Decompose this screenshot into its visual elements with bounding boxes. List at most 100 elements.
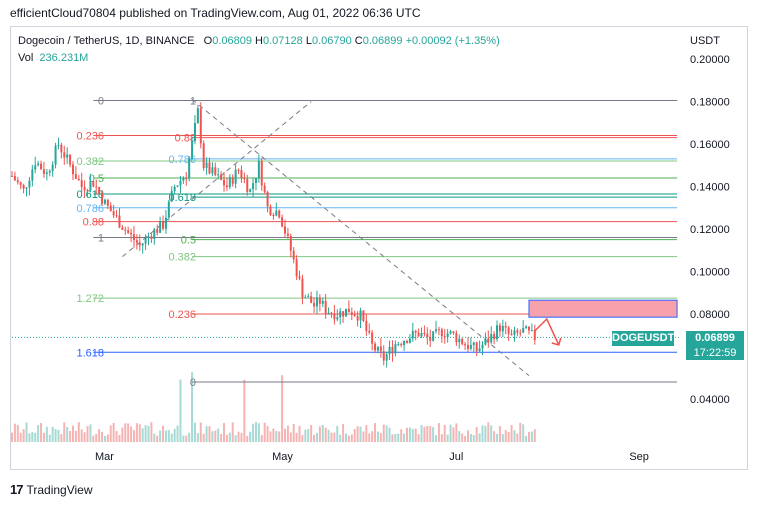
volume-bar: [417, 434, 420, 442]
candle-body: [362, 310, 365, 321]
volume-bar: [164, 430, 167, 442]
volume-bar: [330, 432, 333, 442]
candle-body: [455, 333, 458, 343]
candle-body: [156, 229, 159, 233]
volume-bar: [69, 430, 72, 442]
candle-body: [66, 154, 69, 158]
candle-body: [98, 187, 101, 193]
volume-bar: [260, 435, 263, 442]
volume-bar: [507, 431, 510, 442]
candle-body: [484, 338, 487, 345]
candle-body: [371, 332, 374, 344]
volume-bar: [92, 435, 95, 442]
fib-level-label: 0: [190, 377, 196, 389]
volume-bar: [281, 375, 284, 442]
tradingview-logo[interactable]: 17 TradingView: [10, 482, 93, 497]
low-value: 0.06790: [311, 35, 352, 47]
fib-level-label: 0.236: [168, 309, 196, 321]
volume-bar: [327, 429, 330, 442]
volume-bar: [153, 433, 156, 442]
volume-bar: [295, 432, 298, 442]
candle-body: [80, 180, 83, 188]
candle-body: [103, 199, 106, 204]
volume-bar: [284, 428, 287, 442]
volume-bar: [121, 427, 124, 442]
volume-bar: [263, 422, 266, 442]
volume-bar: [466, 430, 469, 442]
volume-bar: [173, 428, 176, 442]
candle-body: [530, 330, 533, 332]
volume-bar: [115, 430, 118, 442]
candle-body: [333, 313, 336, 320]
candle-body: [336, 317, 339, 320]
fibonacci-layer: 0 0.236 0.382 0.5 0.618 0.786 0.88 1 1.272 1.618 1…: [76, 95, 678, 389]
volume-bar: [461, 433, 464, 442]
volume-bar: [530, 431, 533, 442]
volume-bar: [28, 433, 31, 442]
candle-body: [51, 164, 54, 171]
close-label: C: [354, 35, 363, 47]
volume-bar: [98, 429, 101, 442]
candle-body: [135, 240, 138, 243]
candle-body: [16, 180, 19, 183]
candle-body: [188, 158, 191, 179]
candle-body: [237, 169, 240, 171]
fib-level-label: 0.618: [76, 189, 104, 201]
fib-level-label: 0.382: [76, 156, 104, 168]
candle-body: [179, 180, 182, 186]
candle-body: [144, 237, 147, 244]
volume-bar: [51, 426, 54, 442]
volume-bar: [199, 422, 202, 442]
volume-bar: [382, 424, 385, 442]
volume-bar: [359, 426, 362, 442]
volume-bar: [266, 426, 269, 442]
volume-bar: [144, 425, 147, 442]
candle-body: [228, 177, 231, 188]
change-value: +0.00092 (+1.35%): [405, 35, 500, 47]
volume-bar: [138, 424, 141, 442]
volume-bar: [315, 432, 318, 442]
volume-bar: [141, 428, 144, 442]
candle-body: [196, 108, 199, 124]
candle-body: [525, 326, 528, 329]
candle-body: [466, 345, 469, 349]
volume-bar: [510, 425, 513, 442]
candle-body: [234, 169, 237, 184]
volume-bar: [252, 423, 255, 442]
candle-body: [74, 174, 77, 179]
candle-body: [342, 311, 345, 317]
volume-bar: [522, 424, 525, 442]
candle-body: [379, 346, 382, 352]
volume-bar: [205, 426, 208, 442]
candle-body: [284, 226, 287, 234]
candle-body: [118, 215, 121, 228]
volume-bar: [95, 433, 98, 442]
volume-bar: [211, 431, 214, 442]
candle-body: [426, 333, 429, 337]
candle-body: [147, 236, 150, 238]
volume-bar: [452, 427, 455, 442]
candle-body: [374, 343, 377, 351]
volume-bar: [321, 424, 324, 442]
candle-body: [48, 170, 51, 173]
candle-body: [365, 320, 368, 331]
volume-bar: [435, 435, 438, 442]
candle-body: [11, 175, 13, 177]
volume-bar: [22, 429, 25, 442]
candle-body: [240, 169, 243, 179]
candle-body: [533, 330, 536, 341]
candle-body: [37, 163, 40, 166]
candle-body: [289, 235, 292, 251]
volume-bar: [443, 424, 446, 442]
volume-bar: [214, 430, 217, 442]
candle-body: [45, 172, 48, 174]
candle-body: [252, 183, 255, 190]
fib-level-label: 0.5: [181, 235, 196, 247]
candle-body: [138, 242, 141, 246]
candle-body: [89, 181, 92, 191]
volume-bar: [347, 435, 350, 442]
volume-bar: [106, 434, 109, 442]
candle-body: [461, 338, 464, 345]
volume-bar: [202, 433, 205, 442]
